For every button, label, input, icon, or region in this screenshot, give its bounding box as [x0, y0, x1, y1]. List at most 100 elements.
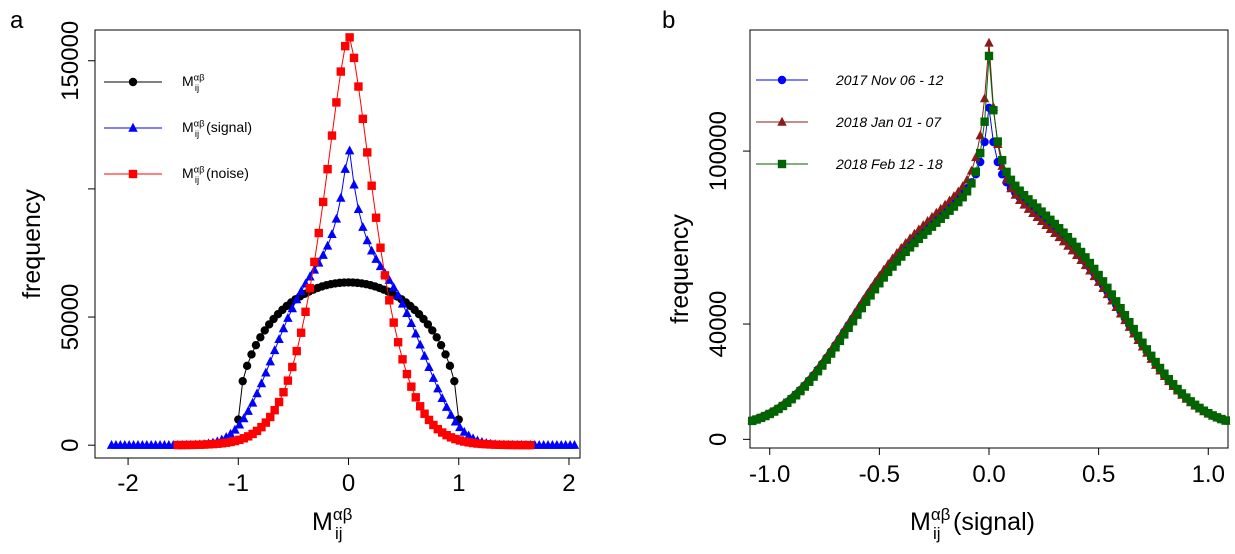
series-b-0 — [747, 103, 1231, 425]
point-b-2 — [840, 330, 849, 339]
legend-marker-a-2 — [128, 169, 138, 179]
point-b-2 — [1054, 224, 1064, 233]
point-a-2 — [226, 437, 235, 447]
point-a-2 — [460, 437, 469, 446]
x-tick-label-a: 0 — [342, 470, 355, 497]
point-a-1 — [234, 419, 245, 429]
point-a-0 — [256, 333, 265, 342]
point-b-1 — [1028, 208, 1038, 217]
point-b-2 — [967, 179, 976, 188]
series-a-2 — [173, 33, 535, 450]
point-b-2 — [910, 238, 919, 248]
point-b-2 — [769, 407, 779, 416]
point-a-2 — [173, 440, 182, 450]
point-b-1 — [1041, 220, 1051, 229]
point-b-1 — [1036, 216, 1047, 225]
point-b-2 — [897, 252, 906, 261]
point-b-2 — [800, 382, 810, 391]
point-a-2 — [367, 181, 376, 190]
point-b-1 — [1014, 195, 1025, 205]
point-b-2 — [1107, 290, 1116, 299]
point-b-2 — [1059, 228, 1068, 237]
y-tick-label-b: 100000 — [705, 111, 732, 191]
point-a-2 — [499, 440, 509, 450]
point-b-2 — [791, 391, 801, 400]
point-a-1 — [243, 406, 253, 415]
point-a-0 — [242, 361, 252, 371]
point-b-2 — [1085, 258, 1095, 268]
point-b-2 — [993, 137, 1002, 146]
point-b-2 — [901, 247, 910, 257]
point-b-2 — [857, 303, 867, 313]
point-b-2 — [765, 409, 774, 419]
point-a-2 — [182, 440, 191, 450]
point-a-2 — [257, 422, 266, 432]
point-b-2 — [805, 377, 814, 386]
point-a-1 — [402, 308, 412, 317]
point-a-2 — [199, 440, 209, 449]
point-b-2 — [932, 218, 941, 227]
point-b-2 — [1182, 393, 1191, 402]
legend-marker-b-2 — [777, 159, 787, 169]
point-a-2 — [495, 440, 504, 449]
point-b-2 — [1050, 219, 1059, 229]
point-a-0 — [445, 361, 455, 371]
point-a-2 — [504, 440, 513, 450]
point-a-2 — [354, 82, 363, 91]
x-tick-label-b: -1.0 — [749, 461, 790, 488]
point-a-2 — [261, 418, 271, 427]
point-a-2 — [341, 41, 350, 51]
point-b-1 — [979, 93, 990, 103]
plot-frame-b — [749, 29, 1229, 449]
point-b-2 — [1068, 237, 1077, 247]
point-a-1 — [415, 339, 425, 349]
point-a-1 — [278, 323, 289, 333]
point-b-1 — [1067, 245, 1078, 255]
point-a-1 — [247, 397, 258, 407]
point-b-2 — [1125, 317, 1134, 327]
point-b-2 — [1037, 207, 1046, 216]
point-a-1 — [424, 362, 434, 371]
point-b-1 — [984, 37, 994, 47]
point-a-2 — [415, 402, 425, 411]
point-b-2 — [919, 230, 928, 239]
point-a-1 — [230, 424, 240, 434]
point-b-1 — [1054, 232, 1064, 242]
x-tick-label-b: 0.0 — [972, 461, 1005, 488]
point-b-2 — [954, 197, 963, 207]
point-a-2 — [389, 318, 398, 327]
point-a-2 — [327, 131, 337, 140]
point-a-0 — [436, 340, 446, 350]
point-b-2 — [747, 416, 757, 426]
x-tick-label-a: -1 — [228, 470, 249, 497]
point-a-1 — [455, 422, 465, 432]
point-b-2 — [1212, 413, 1222, 422]
point-a-1 — [389, 282, 399, 292]
point-b-2 — [1208, 411, 1217, 420]
point-a-0 — [247, 350, 256, 359]
point-a-1 — [265, 356, 275, 366]
point-a-1 — [331, 213, 342, 223]
point-b-2 — [1033, 203, 1042, 212]
point-b-2 — [1103, 283, 1112, 293]
point-a-2 — [358, 114, 368, 124]
legend-label-a-1: Mαβ ij (signal) — [182, 118, 252, 139]
x-tick-label-a: 1 — [452, 470, 465, 497]
point-b-2 — [1098, 277, 1108, 286]
point-a-0 — [260, 326, 269, 335]
point-b-1 — [1032, 212, 1042, 222]
point-a-2 — [349, 53, 359, 63]
point-b-2 — [796, 386, 805, 396]
point-a-2 — [252, 426, 262, 436]
point-b-2 — [927, 222, 937, 231]
point-a-2 — [230, 436, 240, 446]
point-a-2 — [204, 440, 213, 449]
point-b-2 — [826, 349, 836, 358]
point-b-2 — [853, 310, 862, 319]
point-b-2 — [1133, 331, 1143, 341]
point-b-2 — [914, 234, 924, 244]
point-a-2 — [517, 440, 526, 450]
point-a-2 — [283, 376, 293, 385]
point-b-2 — [1002, 167, 1011, 177]
point-a-2 — [376, 243, 385, 252]
